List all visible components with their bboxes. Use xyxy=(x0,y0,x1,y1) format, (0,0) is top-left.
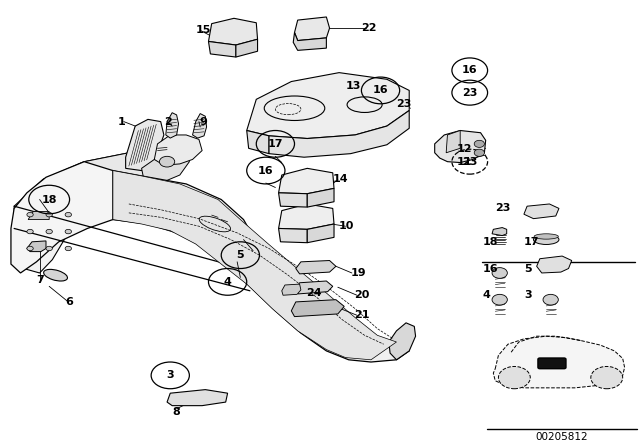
Polygon shape xyxy=(291,300,344,317)
Text: 16: 16 xyxy=(462,65,477,75)
Circle shape xyxy=(27,212,33,217)
Polygon shape xyxy=(278,193,307,207)
Polygon shape xyxy=(389,323,415,360)
Circle shape xyxy=(65,229,72,234)
Polygon shape xyxy=(154,135,202,165)
Text: 23: 23 xyxy=(396,99,412,109)
Text: 14: 14 xyxy=(333,174,348,185)
Text: 15: 15 xyxy=(196,26,211,35)
Text: 6: 6 xyxy=(65,297,73,307)
Polygon shape xyxy=(269,111,409,157)
Text: 24: 24 xyxy=(306,288,322,298)
Text: 22: 22 xyxy=(362,23,377,33)
Circle shape xyxy=(499,366,531,389)
Text: 21: 21 xyxy=(354,310,369,320)
Polygon shape xyxy=(209,18,257,45)
Ellipse shape xyxy=(534,234,558,239)
Text: 4: 4 xyxy=(223,277,232,287)
Text: 17: 17 xyxy=(268,139,283,149)
Text: 5: 5 xyxy=(524,263,532,274)
Polygon shape xyxy=(524,204,559,219)
Polygon shape xyxy=(125,119,164,171)
Polygon shape xyxy=(97,171,409,362)
Text: 23: 23 xyxy=(495,203,511,213)
Circle shape xyxy=(27,246,33,251)
Polygon shape xyxy=(278,228,307,243)
Text: 18: 18 xyxy=(483,237,498,247)
Text: 00205812: 00205812 xyxy=(536,432,588,442)
Polygon shape xyxy=(246,130,269,154)
Text: 2: 2 xyxy=(164,116,172,127)
Text: 13: 13 xyxy=(346,81,361,91)
Text: 19: 19 xyxy=(351,268,366,278)
Text: 12: 12 xyxy=(457,144,472,154)
Polygon shape xyxy=(14,153,151,273)
Circle shape xyxy=(65,246,72,251)
Polygon shape xyxy=(27,241,46,252)
Text: 16: 16 xyxy=(483,263,498,274)
Polygon shape xyxy=(307,224,334,243)
Circle shape xyxy=(474,140,484,147)
Ellipse shape xyxy=(44,269,67,281)
Polygon shape xyxy=(113,171,396,360)
Polygon shape xyxy=(166,113,179,138)
Polygon shape xyxy=(246,73,409,138)
Polygon shape xyxy=(446,130,460,153)
Polygon shape xyxy=(11,162,113,273)
FancyBboxPatch shape xyxy=(538,358,566,369)
Circle shape xyxy=(27,229,33,234)
Polygon shape xyxy=(294,17,330,41)
Polygon shape xyxy=(293,33,326,50)
Circle shape xyxy=(46,246,52,251)
Polygon shape xyxy=(278,168,334,194)
Polygon shape xyxy=(296,281,333,294)
Circle shape xyxy=(474,149,484,156)
Text: 17: 17 xyxy=(524,237,540,247)
Circle shape xyxy=(46,229,52,234)
Text: 1: 1 xyxy=(118,116,125,127)
Text: 9: 9 xyxy=(199,116,207,127)
Text: 18: 18 xyxy=(42,194,57,205)
Circle shape xyxy=(159,156,175,167)
Text: 16: 16 xyxy=(258,166,274,176)
Circle shape xyxy=(65,212,72,217)
Polygon shape xyxy=(492,228,507,236)
Text: 4: 4 xyxy=(483,290,490,300)
Text: 11: 11 xyxy=(457,157,472,167)
Polygon shape xyxy=(28,211,49,220)
Text: 5: 5 xyxy=(237,250,244,260)
Text: 23: 23 xyxy=(462,157,477,167)
Polygon shape xyxy=(209,42,236,57)
Text: 3: 3 xyxy=(166,370,174,380)
Text: 8: 8 xyxy=(172,407,180,417)
Polygon shape xyxy=(278,204,334,229)
Polygon shape xyxy=(236,39,257,57)
Text: 7: 7 xyxy=(36,275,44,284)
Text: 20: 20 xyxy=(354,290,369,300)
Polygon shape xyxy=(167,390,228,405)
Polygon shape xyxy=(435,130,486,163)
Circle shape xyxy=(46,212,52,217)
Polygon shape xyxy=(282,284,301,295)
Polygon shape xyxy=(537,256,572,273)
Polygon shape xyxy=(193,114,207,138)
Circle shape xyxy=(492,267,508,278)
Polygon shape xyxy=(43,153,193,215)
Polygon shape xyxy=(141,153,189,184)
Text: 10: 10 xyxy=(339,221,355,231)
Polygon shape xyxy=(296,260,336,274)
Polygon shape xyxy=(493,336,625,388)
Circle shape xyxy=(492,294,508,305)
Circle shape xyxy=(591,366,623,389)
Text: 23: 23 xyxy=(462,88,477,98)
Text: 3: 3 xyxy=(524,290,532,300)
Circle shape xyxy=(543,294,558,305)
Ellipse shape xyxy=(534,235,559,245)
Text: 16: 16 xyxy=(372,86,388,95)
Polygon shape xyxy=(307,188,334,207)
